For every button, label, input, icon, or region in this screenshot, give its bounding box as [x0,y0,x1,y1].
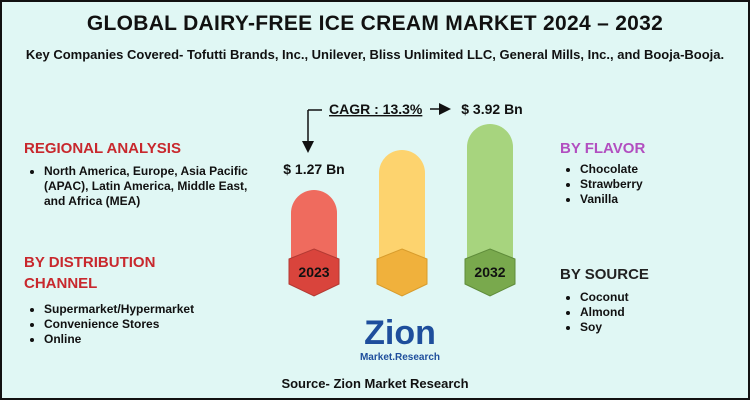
list-item: Coconut [580,290,730,305]
end-year: 2032 [474,264,505,280]
heading: BY DISTRIBUTION CHANNEL [24,254,156,292]
list-item: Vanilla [580,192,730,207]
list: Supermarket/HypermarketConvenience Store… [24,302,214,347]
list-item: Soy [580,320,730,335]
source: Source- Zion Market Research [281,376,469,391]
pillar [379,150,425,280]
pillar [467,124,513,280]
logo-tagline: Market.Research [360,352,440,363]
hexagon [464,248,516,297]
title: GLOBAL DAIRY-FREE ICE CREAM MARKET 2024 … [86,12,664,35]
list-item: Convenience Stores [44,317,214,332]
list: North America, Europe, Asia Pacific (APA… [24,164,264,209]
list-item: Online [44,332,214,347]
list: CoconutAlmondSoy [560,290,730,335]
list-item: Almond [580,305,730,320]
list-item: Chocolate [580,162,730,177]
cagr: CAGR : 13.3% [329,101,423,117]
start-year: 2023 [298,264,329,280]
logo-name: Zion [364,314,436,352]
hexagon [288,248,340,297]
subtitle: Key Companies Covered- Tofutti Brands, I… [25,47,725,62]
list-item: North America, Europe, Asia Pacific (APA… [44,164,264,209]
end-value: $ 3.92 Bn [461,101,522,117]
list-item: Supermarket/Hypermarket [44,302,214,317]
heading: BY SOURCE [560,266,649,283]
start-value: $ 1.27 Bn [283,161,344,177]
list: ChocolateStrawberryVanilla [560,162,730,207]
list-item: Strawberry [580,177,730,192]
hexagon [376,248,428,297]
heading: REGIONAL ANALYSIS [24,140,181,157]
heading: BY FLAVOR [560,140,646,157]
